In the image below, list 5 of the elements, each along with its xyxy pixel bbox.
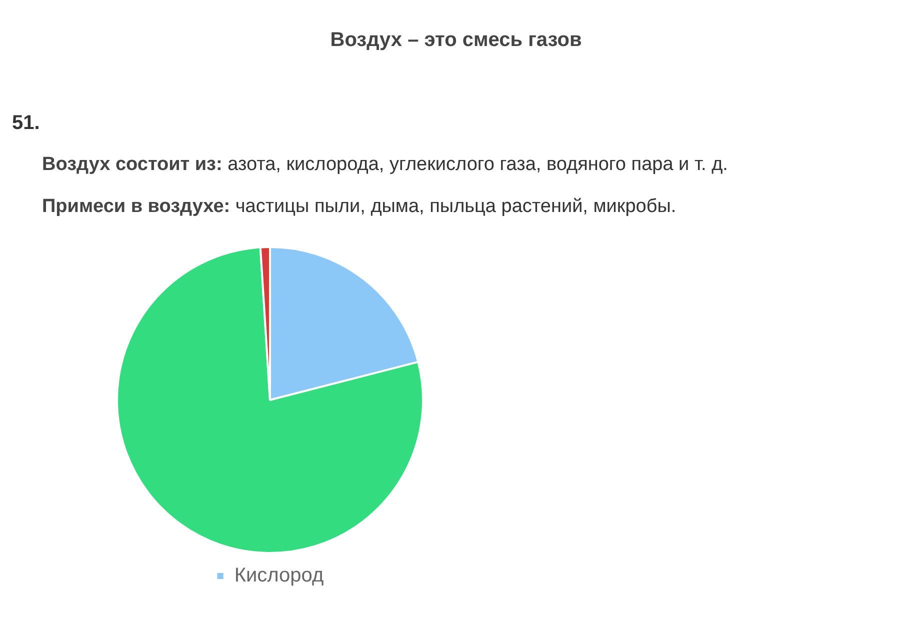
chart-title: Воздух – это смесь газов: [329, 29, 583, 52]
text: 51.: [12, 111, 41, 135]
text: Примеси в воздухе: частицы пыли, дыма, пыльца растений, микробы.: [42, 195, 678, 219]
text: Воздух состоит из: азота, кислорода, углекислого газа, водяного пара и т. д.: [42, 153, 729, 177]
legend-label: Кислород: [234, 564, 324, 587]
